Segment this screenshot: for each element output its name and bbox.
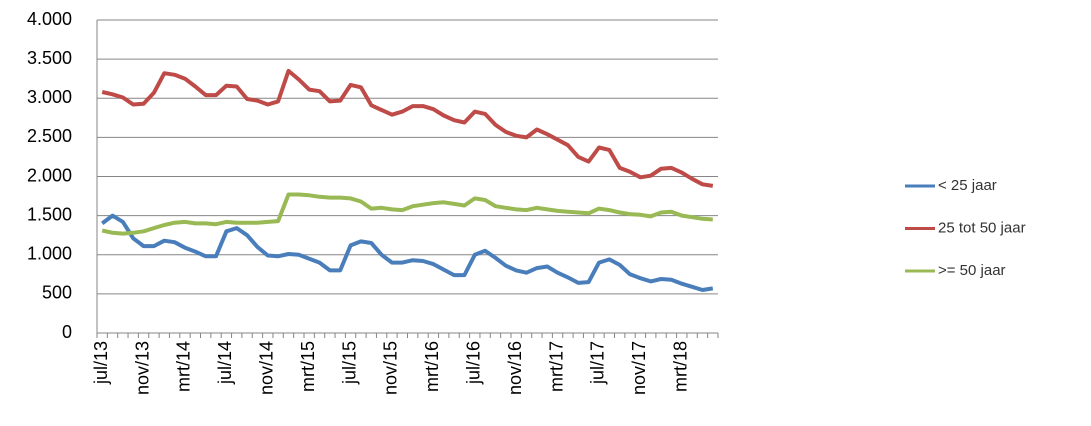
x-tick-label: jul/13 xyxy=(91,341,111,385)
x-tick-label: mrt/16 xyxy=(422,341,442,392)
x-tick-label: nov/15 xyxy=(381,341,401,395)
x-tick-label: jul/17 xyxy=(588,341,608,385)
y-tick-label: 2.000 xyxy=(27,165,72,185)
x-tick-label: nov/13 xyxy=(132,341,152,395)
series-line xyxy=(101,192,713,236)
y-tick-label: 4.000 xyxy=(27,9,72,29)
series-line xyxy=(100,213,714,292)
y-tick-label: 1.500 xyxy=(27,204,72,224)
x-tick-label: jul/16 xyxy=(464,341,484,385)
legend-label: >= 50 jaar xyxy=(938,262,1006,279)
x-tick-label: nov/14 xyxy=(257,341,277,395)
y-tick-label: 2.500 xyxy=(27,126,72,146)
y-tick-label: 500 xyxy=(42,283,72,303)
legend-label: 25 tot 50 jaar xyxy=(938,219,1026,236)
x-tick-label: nov/17 xyxy=(629,341,649,395)
x-tick-label: nov/16 xyxy=(505,341,525,395)
y-tick-label: 3.500 xyxy=(27,48,72,68)
series-line xyxy=(101,68,714,188)
x-tick-label: jul/14 xyxy=(215,341,235,385)
x-tick-label: mrt/15 xyxy=(298,341,318,392)
x-tick-label: mrt/14 xyxy=(174,341,194,392)
legend-label: < 25 jaar xyxy=(938,177,997,194)
x-tick-label: mrt/17 xyxy=(546,341,566,392)
y-tick-label: 1.000 xyxy=(27,244,72,264)
x-tick-label: jul/15 xyxy=(339,341,359,385)
legend: < 25 jaar 25 tot 50 jaar >= 50 jaar xyxy=(905,177,1026,279)
y-tick-label: 3.000 xyxy=(27,87,72,107)
x-tick-label: mrt/18 xyxy=(671,341,691,392)
y-tick-label: 0 xyxy=(62,322,72,342)
